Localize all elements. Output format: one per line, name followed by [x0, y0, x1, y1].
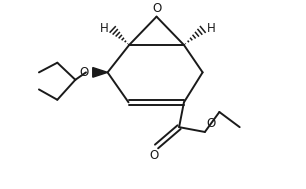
- Text: O: O: [152, 2, 161, 15]
- Text: O: O: [149, 149, 158, 162]
- Text: H: H: [207, 22, 216, 35]
- Text: H: H: [100, 22, 109, 35]
- Text: O: O: [207, 117, 216, 130]
- Polygon shape: [93, 67, 108, 77]
- Text: O: O: [80, 66, 89, 79]
